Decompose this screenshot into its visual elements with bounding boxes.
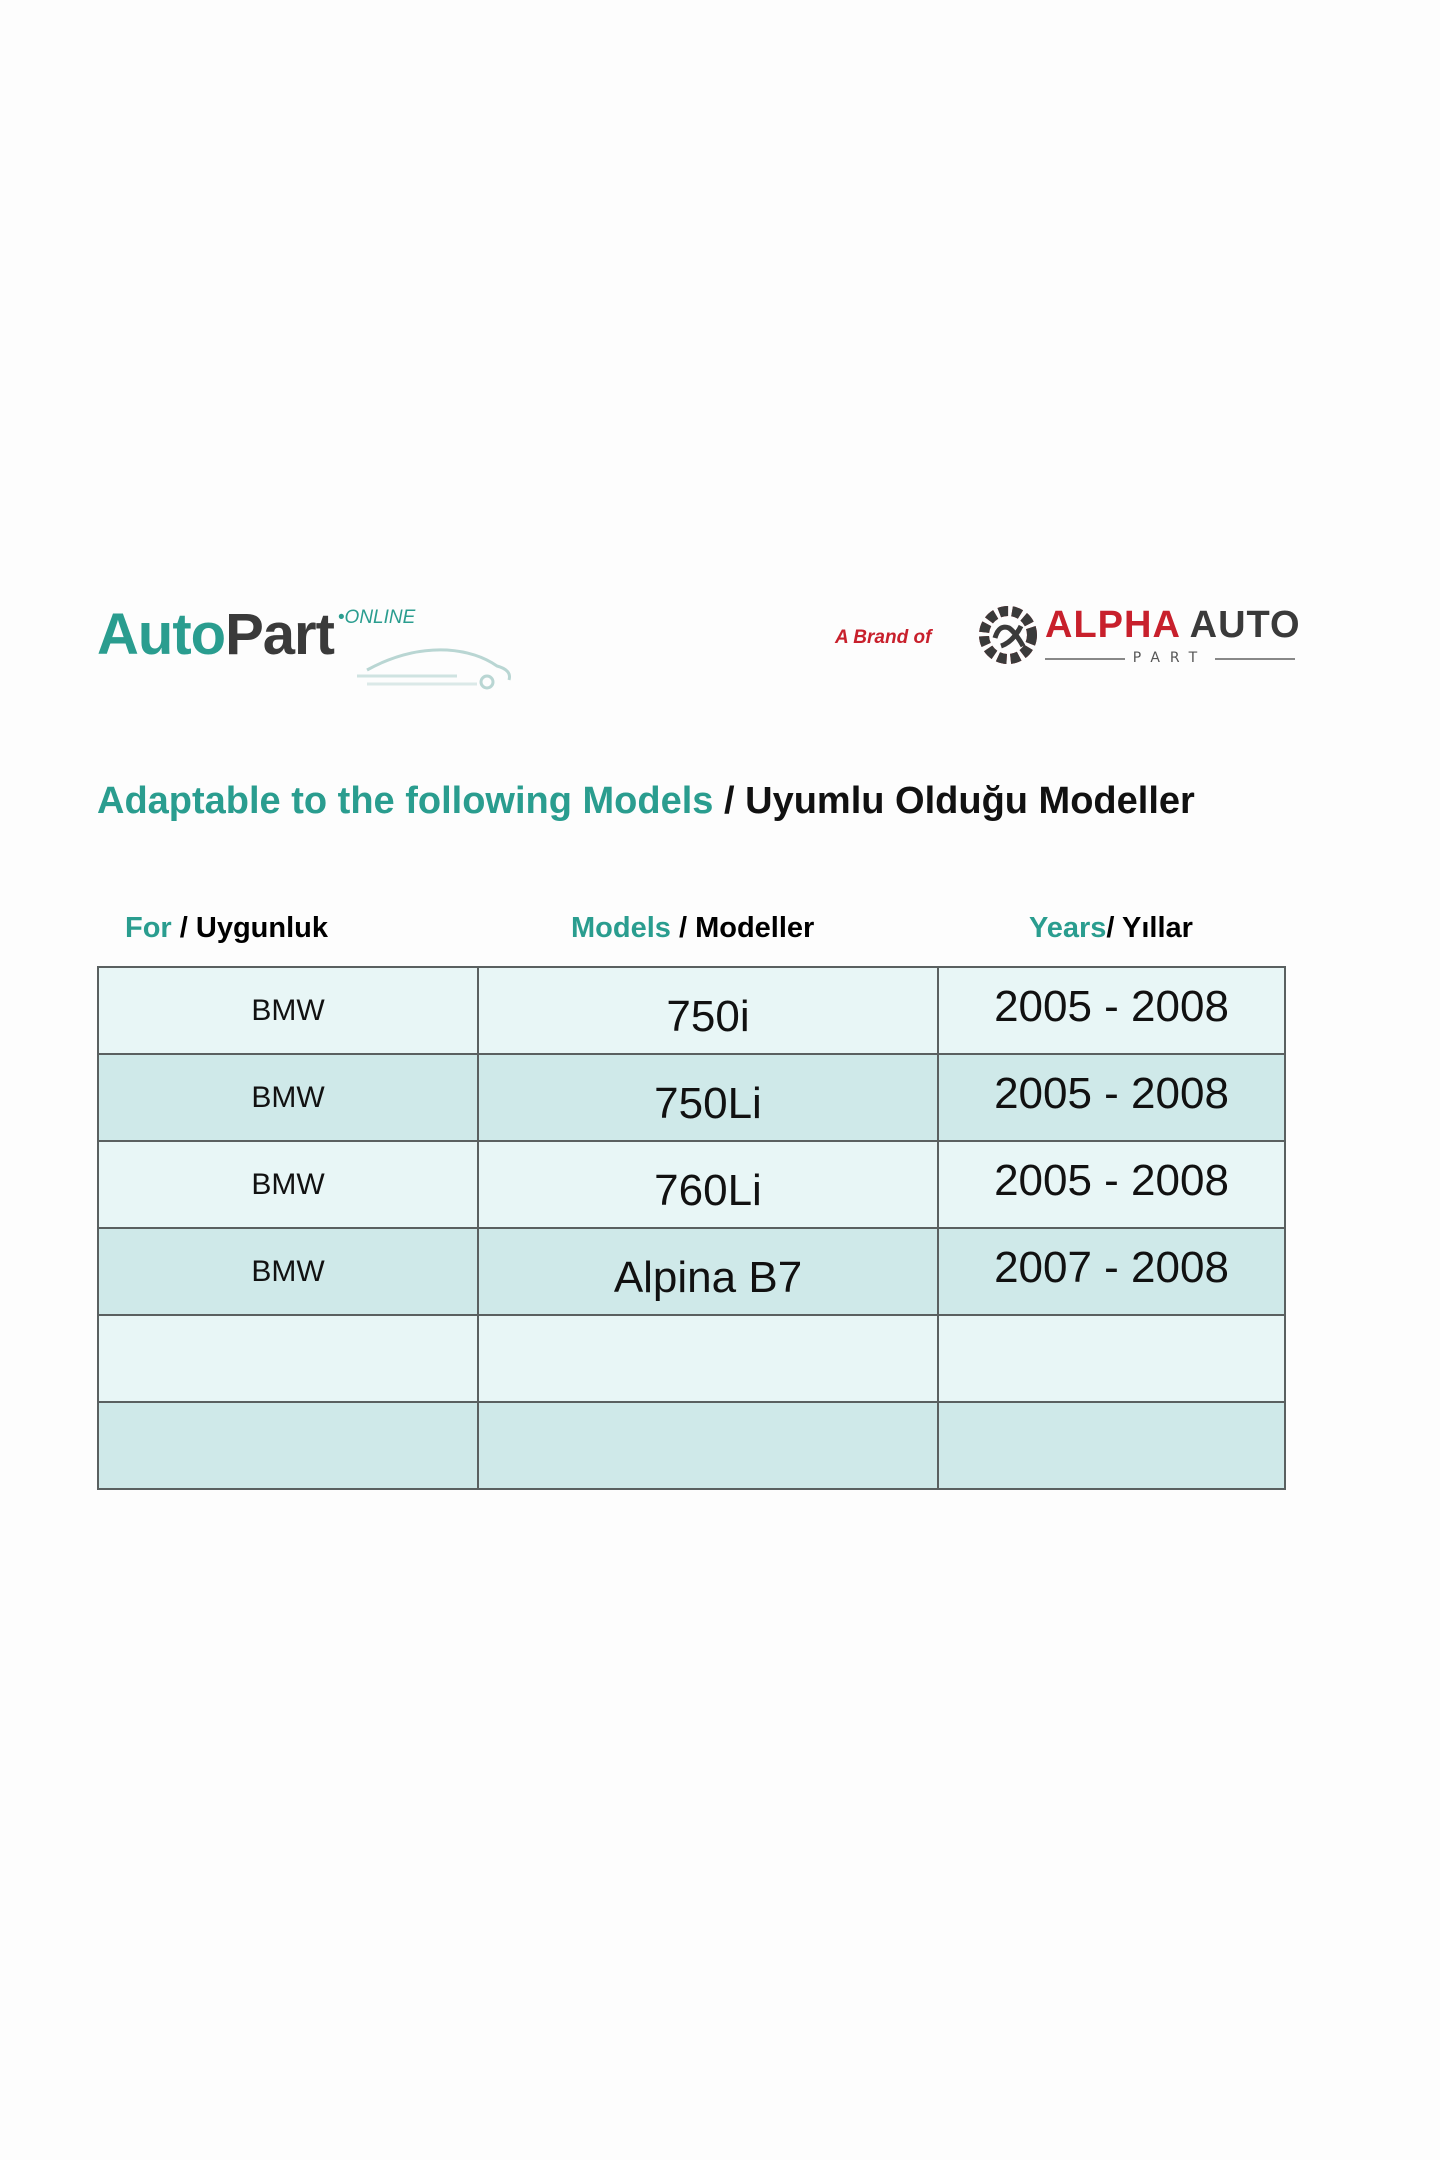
header-en: For: [125, 912, 172, 944]
header-years: Years/ Yıllar: [1029, 912, 1193, 945]
title-en: Adaptable to the following Models: [97, 780, 714, 822]
alpha-auto-part-logo: A Brand of ALPHA AUTO PART: [835, 600, 1305, 680]
model-cell: 760Li: [477, 1140, 939, 1229]
alpha-part: PART: [1132, 650, 1208, 666]
header-en: Models: [571, 912, 671, 944]
autopart-online-logo: Auto Part •ONLINE: [97, 600, 557, 690]
title-sep: /: [713, 780, 746, 822]
model-cell: 750Li: [477, 1053, 939, 1142]
alpha-red: ALPHA: [1045, 604, 1180, 646]
years-cell: 2005 - 2008: [937, 1053, 1286, 1142]
header-tr: / Uygunluk: [171, 912, 329, 944]
brand-cell: BMW: [97, 1227, 479, 1316]
header-for: For / Uygunluk: [125, 912, 328, 945]
compatibility-table: BMW 750i 2005 - 2008 BMW 750Li 2005 - 2008 BMW…: [97, 966, 1286, 1490]
alpha-name: ALPHA AUTO: [1045, 604, 1301, 647]
model-cell: [477, 1314, 939, 1403]
brand-cell: [97, 1314, 479, 1403]
logo-online: •ONLINE: [337, 607, 416, 628]
years-cell: 2007 - 2008: [937, 1227, 1286, 1316]
model-cell: Alpina B7: [477, 1227, 939, 1316]
logo-part: Part: [225, 602, 335, 667]
brand-cell: [97, 1401, 479, 1490]
years-cell: 2005 - 2008: [937, 1140, 1286, 1229]
model-cell: [477, 1401, 939, 1490]
car-icon: [357, 648, 511, 690]
logo-auto: Auto: [97, 602, 226, 667]
table-row: [97, 1401, 1286, 1490]
gear-alpha-icon: [979, 606, 1037, 664]
page-title: Adaptable to the following Models / Uyum…: [97, 780, 1195, 823]
brand-cell: BMW: [97, 966, 479, 1055]
divider: [1045, 658, 1125, 660]
logo-wordmark: Auto Part •ONLINE: [97, 600, 557, 670]
header-tr: / Yıllar: [1106, 912, 1193, 944]
title-tr: Uyumlu Olduğu Modeller: [745, 780, 1195, 822]
table-row: BMW 760Li 2005 - 2008: [97, 1140, 1286, 1229]
brand-cell: BMW: [97, 1053, 479, 1142]
header-models: Models / Modeller: [571, 912, 814, 945]
table-row: BMW Alpina B7 2007 - 2008: [97, 1227, 1286, 1316]
header-tr: / Modeller: [670, 912, 815, 944]
header-en: Years: [1029, 912, 1107, 944]
years-cell: [937, 1314, 1286, 1403]
brand-cell: BMW: [97, 1140, 479, 1229]
years-cell: [937, 1401, 1286, 1490]
divider: [1215, 658, 1295, 660]
table-row: BMW 750Li 2005 - 2008: [97, 1053, 1286, 1142]
brand-of-text: A Brand of: [835, 627, 932, 648]
table-row: [97, 1314, 1286, 1403]
auto-dark: AUTO: [1189, 604, 1301, 646]
model-cell: 750i: [477, 966, 939, 1055]
years-cell: 2005 - 2008: [937, 966, 1286, 1055]
table-row: BMW 750i 2005 - 2008: [97, 966, 1286, 1055]
